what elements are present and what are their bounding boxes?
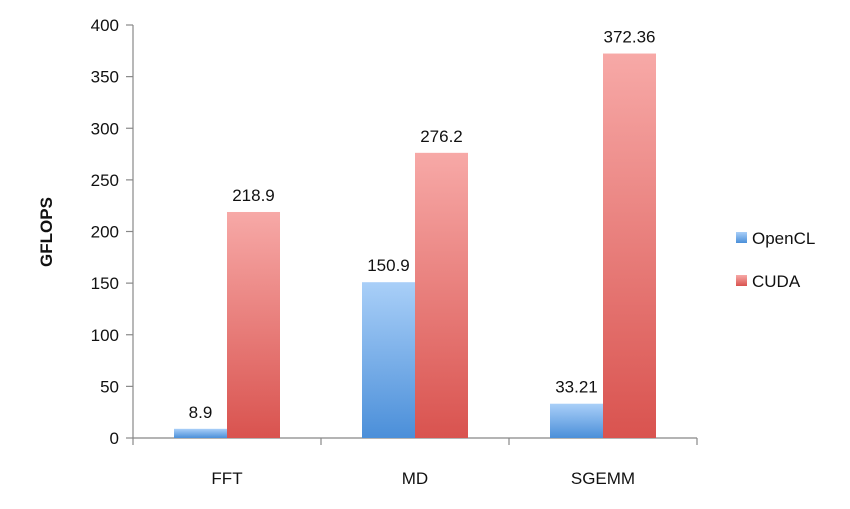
- data-label-opencl-md: 150.9: [367, 256, 410, 275]
- data-label-opencl-sgemm: 33.21: [555, 378, 598, 397]
- bar-cuda-md: [415, 152, 468, 439]
- data-label-cuda-sgemm: 372.36: [604, 28, 656, 47]
- y-axis: 0 50 100 150 200 250 300 350 400: [91, 16, 134, 448]
- y-tick-label: 200: [91, 223, 119, 242]
- x-tick-label-md: MD: [402, 469, 428, 488]
- data-label-cuda-fft: 218.9: [232, 186, 275, 205]
- y-tick-label: 300: [91, 119, 119, 138]
- y-tick-label: 350: [91, 68, 119, 87]
- legend-label-cuda: CUDA: [752, 272, 801, 291]
- y-tick-label: 150: [91, 274, 119, 293]
- x-tick-label-sgemm: SGEMM: [571, 469, 635, 488]
- bar-opencl-fft: [174, 428, 227, 438]
- y-tick-label: 50: [100, 377, 119, 396]
- bars: 8.9 218.9 150.9 276.2 33.21 372.36: [174, 28, 656, 439]
- bar-opencl-sgemm: [550, 403, 603, 438]
- legend-label-opencl: OpenCL: [752, 229, 815, 248]
- bar-opencl-md: [362, 282, 415, 438]
- bar-cuda-fft: [227, 211, 280, 438]
- y-axis-title: GFLOPS: [37, 197, 56, 267]
- y-tick-label: 250: [91, 171, 119, 190]
- data-label-opencl-fft: 8.9: [189, 403, 213, 422]
- x-tick-label-fft: FFT: [211, 469, 242, 488]
- legend-swatch-opencl: [736, 232, 747, 243]
- legend: OpenCL CUDA: [736, 229, 815, 291]
- y-tick-label: 100: [91, 326, 119, 345]
- data-label-cuda-md: 276.2: [420, 127, 463, 146]
- y-tick-label: 0: [110, 429, 119, 448]
- x-axis: FFT MD SGEMM: [132, 437, 698, 488]
- bar-cuda-sgemm: [603, 53, 656, 438]
- y-tick-label: 400: [91, 16, 119, 35]
- legend-swatch-cuda: [736, 275, 747, 286]
